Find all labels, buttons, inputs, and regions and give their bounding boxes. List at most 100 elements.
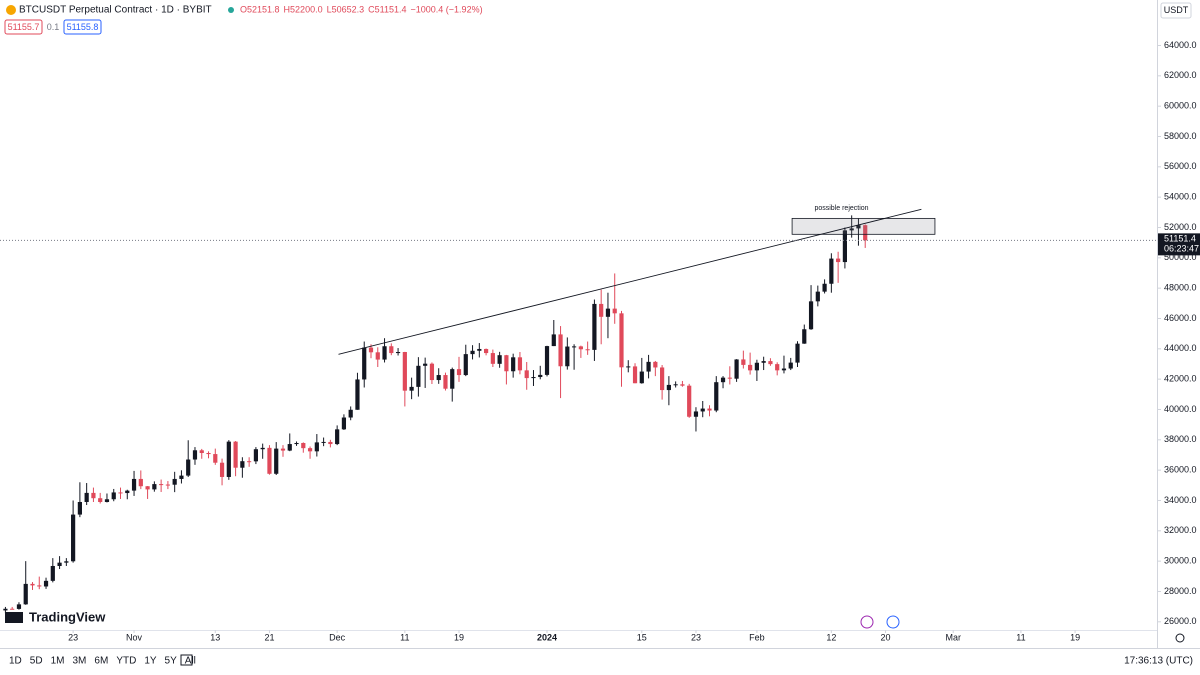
candle-body <box>98 498 103 502</box>
ohlc-value: C51151.4 <box>368 4 406 14</box>
candle-body <box>808 301 814 330</box>
candle-body <box>531 377 536 379</box>
timeframe-button[interactable]: 3M <box>73 656 87 667</box>
trend-line[interactable] <box>338 208 922 355</box>
candle-body <box>355 379 360 410</box>
timeframe-button[interactable]: YTD <box>116 656 136 667</box>
candle-body <box>287 444 292 451</box>
candle-body <box>551 334 556 347</box>
settings-icon[interactable] <box>1175 633 1185 643</box>
y-tick-label: 38000.0 <box>1164 434 1197 444</box>
candle-body <box>538 374 543 378</box>
last-price-box <box>1158 233 1200 256</box>
candle-body <box>483 348 489 354</box>
candle-body <box>64 561 69 563</box>
event-icon[interactable] <box>886 615 900 629</box>
timeframe-button[interactable]: All <box>185 656 196 667</box>
candle-body <box>71 514 76 562</box>
brand: TradingView <box>29 609 106 624</box>
candle-body <box>233 441 238 468</box>
candle-body <box>660 367 665 391</box>
candle-body <box>307 448 313 452</box>
candle-body <box>842 230 847 263</box>
candle-body <box>341 417 347 430</box>
candle-body <box>477 348 482 351</box>
y-tick-label: 30000.0 <box>1164 556 1197 566</box>
timeframe-button[interactable]: 1D <box>9 656 22 667</box>
candle-body <box>775 364 780 371</box>
candle-body <box>504 355 509 372</box>
candle-body <box>199 450 204 454</box>
candle-body <box>626 366 631 368</box>
candle-body <box>788 362 793 369</box>
candle-body <box>436 375 441 381</box>
candle-body <box>632 366 638 384</box>
x-tick-label: Mar <box>945 632 961 642</box>
candle-body <box>226 441 231 477</box>
candle-body <box>565 346 570 367</box>
candle-body <box>50 565 55 581</box>
y-tick-label: 44000.0 <box>1164 343 1197 353</box>
timeframe-button[interactable]: 5Y <box>165 656 178 667</box>
candle-body <box>429 363 435 381</box>
candle-body <box>653 361 658 368</box>
candle-body <box>145 486 150 490</box>
candle-body <box>328 441 333 445</box>
timeframe-button[interactable]: 5D <box>30 656 43 667</box>
candle-body <box>375 352 380 360</box>
bid: 51155.7 <box>8 22 40 32</box>
candle-body <box>240 461 245 468</box>
candle-body <box>578 346 583 350</box>
candle-body <box>267 447 272 474</box>
candle-body <box>863 225 868 241</box>
currency: USDT <box>1164 5 1189 15</box>
candle-body <box>693 411 699 417</box>
x-tick-label: 21 <box>264 632 274 642</box>
candle-body <box>829 258 834 284</box>
candle-body <box>57 562 62 566</box>
bid-box[interactable] <box>4 19 43 35</box>
y-tick-label: 54000.0 <box>1164 192 1197 202</box>
chart-title[interactable]: BTCUSDT Perpetual Contract · 1D · BYBIT <box>19 5 212 16</box>
candle-body <box>77 501 82 515</box>
candle-body <box>524 370 529 379</box>
y-tick-label: 42000.0 <box>1164 374 1197 384</box>
candle-body <box>680 384 685 386</box>
candle-body <box>734 359 739 379</box>
candle-body <box>10 608 15 610</box>
candle-body <box>362 347 367 380</box>
candle-body <box>280 448 286 451</box>
date-range-icon[interactable] <box>180 654 193 666</box>
candle-body <box>165 484 170 486</box>
timeframe-button[interactable]: 6M <box>94 656 108 667</box>
candle-body <box>253 449 259 462</box>
y-tick-label: 26000.0 <box>1164 616 1197 626</box>
candle-body <box>301 442 306 449</box>
candle-body <box>321 441 326 443</box>
candle-body <box>599 303 604 317</box>
x-tick-label: Feb <box>749 632 765 642</box>
candle-body <box>423 363 428 366</box>
rejection-zone[interactable] <box>791 217 936 235</box>
candle-body <box>382 346 387 360</box>
candle-body <box>802 329 807 344</box>
x-tick-label: Dec <box>329 632 346 642</box>
candle-body <box>517 357 523 371</box>
candle-body <box>707 408 712 411</box>
candle-body <box>795 343 800 363</box>
timeframe-button[interactable]: 1Y <box>144 656 157 667</box>
candle-body <box>748 364 753 371</box>
candle-body <box>409 386 414 391</box>
candle-body <box>822 283 827 292</box>
y-tick-label: 34000.0 <box>1164 495 1197 505</box>
candle-body <box>91 492 96 499</box>
x-tick-label: 23 <box>68 632 78 642</box>
ask-box[interactable] <box>63 19 102 35</box>
event-icon[interactable] <box>860 615 874 629</box>
x-tick-label: 15 <box>637 632 647 642</box>
timeframe-button[interactable]: 1M <box>51 656 65 667</box>
y-tick-label: 40000.0 <box>1164 404 1197 414</box>
currency-button[interactable] <box>1160 2 1192 19</box>
candle-body <box>84 492 89 502</box>
candle-body <box>639 371 644 384</box>
